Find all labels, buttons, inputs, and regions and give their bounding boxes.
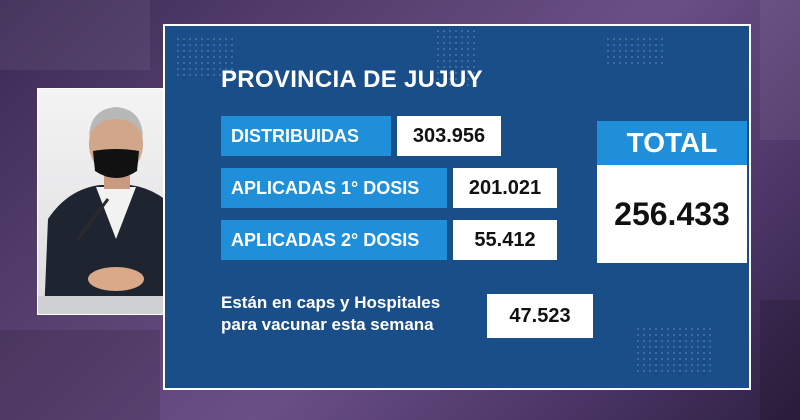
background-block <box>760 0 800 140</box>
background-block <box>0 330 160 420</box>
panel-title: PROVINCIA DE JUJUY <box>221 66 483 93</box>
distribuidas-value: 303.956 <box>397 116 501 156</box>
aplicadas-2-dosis-value: 55.412 <box>453 220 557 260</box>
speaker-figure <box>44 107 188 314</box>
dot-pattern <box>435 28 475 88</box>
aplicadas-2-dosis-label: APLICADAS 2° DOSIS <box>221 220 447 260</box>
aplicadas-1-dosis-label: APLICADAS 1° DOSIS <box>221 168 447 208</box>
dot-pattern <box>635 326 715 376</box>
distribuidas-label: DISTRIBUIDAS <box>221 116 391 156</box>
vaccination-panel: PROVINCIA DE JUJUY DISTRIBUIDAS 303.956 … <box>163 24 751 390</box>
week-caption-line-2: para vacunar esta semana <box>221 315 434 334</box>
total-label: TOTAL <box>597 121 747 165</box>
total-value: 256.433 <box>597 165 747 263</box>
dot-pattern <box>605 36 665 66</box>
week-caption-line-1: Están en caps y Hospitales <box>221 293 441 312</box>
background-block <box>760 300 800 420</box>
background-block <box>0 0 150 70</box>
dot-pattern <box>175 36 235 76</box>
week-value: 47.523 <box>487 294 593 338</box>
aplicadas-1-dosis-value: 201.021 <box>453 168 557 208</box>
week-caption: Están en caps y Hospitales para vacunar … <box>221 292 440 336</box>
desk <box>38 296 189 314</box>
